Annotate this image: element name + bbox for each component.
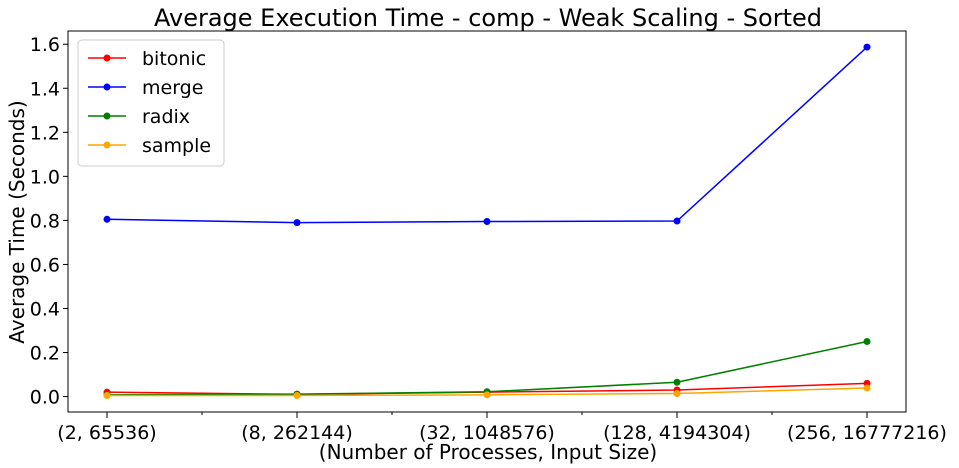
y-tick-label: 0.2 <box>30 343 60 365</box>
data-point-merge <box>863 43 871 51</box>
legend-box <box>77 39 225 167</box>
x-tick-label: (8, 262144) <box>241 422 353 444</box>
data-point-sample <box>673 390 681 398</box>
y-tick-label: 0.6 <box>30 254 60 276</box>
x-tick-label: (256, 16777216) <box>787 422 947 444</box>
y-tick-label: 0.0 <box>30 387 60 409</box>
legend-label-radix: radix <box>142 106 190 128</box>
y-tick-label: 1.2 <box>30 122 60 144</box>
data-point-merge <box>673 217 681 225</box>
legend-marker-bitonic <box>103 54 111 62</box>
x-tick-label: (32, 1048576) <box>419 422 555 444</box>
x-axis-label: (Number of Processes, Input Size) <box>319 440 657 464</box>
y-tick-label: 1.6 <box>30 34 60 56</box>
legend: bitonic merge radix sample <box>77 39 225 167</box>
y-tick-label: 0.4 <box>30 298 60 320</box>
y-axis-label: Average Time (Seconds) <box>5 100 29 343</box>
data-point-radix <box>673 378 681 386</box>
y-axis: 0.0 0.2 0.4 0.6 0.8 1.0 1.2 1.4 1.6 <box>30 34 68 409</box>
data-point-sample <box>293 391 301 399</box>
data-point-sample <box>863 384 871 392</box>
data-point-radix <box>863 338 871 346</box>
data-point-merge <box>483 218 491 225</box>
legend-label-merge: merge <box>142 77 203 99</box>
x-axis: (2, 65536) (8, 262144) (32, 1048576) (128, … <box>57 412 947 444</box>
data-point-merge <box>103 215 111 223</box>
chart-title: Average Execution Time - comp - Weak Sca… <box>154 4 822 32</box>
y-tick-label: 0.8 <box>30 210 60 232</box>
legend-label-sample: sample <box>142 135 211 157</box>
legend-marker-radix <box>103 112 111 120</box>
data-point-sample <box>103 391 111 399</box>
data-point-merge <box>293 219 301 227</box>
data-point-sample <box>483 391 491 399</box>
legend-marker-sample <box>103 141 111 149</box>
series-layer <box>103 43 871 399</box>
y-tick-label: 1.4 <box>30 78 60 100</box>
x-tick-label: (128, 4194304) <box>603 422 751 444</box>
legend-marker-merge <box>103 83 111 91</box>
x-tick-label: (2, 65536) <box>57 422 156 444</box>
legend-label-bitonic: bitonic <box>142 48 206 70</box>
y-tick-label: 1.0 <box>30 166 60 188</box>
